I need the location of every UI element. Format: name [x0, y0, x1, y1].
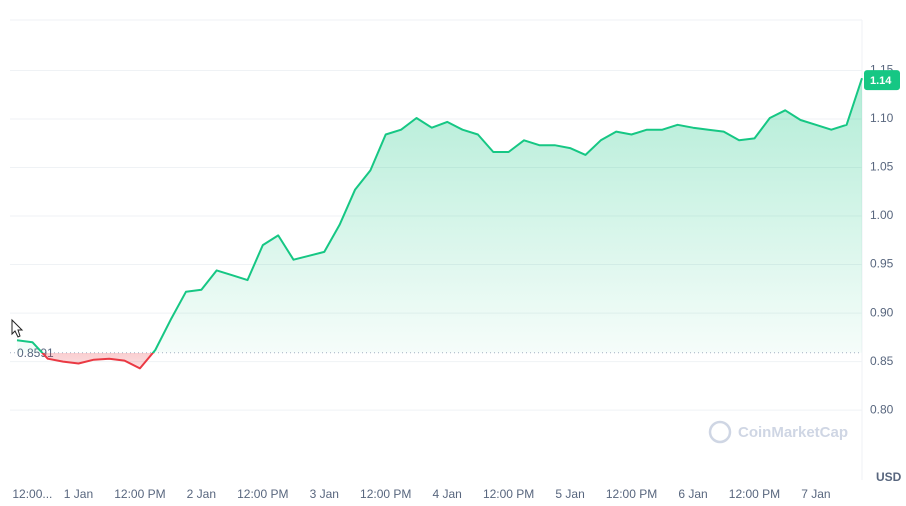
x-tick-label: 12:00 PM — [360, 487, 411, 501]
y-axis-unit: USD — [876, 470, 902, 484]
y-tick-label: 1.10 — [870, 111, 894, 125]
watermark-text: CoinMarketCap — [738, 424, 848, 441]
x-tick-label: 12:00 PM — [729, 487, 780, 501]
y-tick-label: 0.95 — [870, 257, 894, 271]
price-line — [16, 77, 863, 370]
x-tick-label: 4 Jan — [433, 487, 462, 501]
price-area — [17, 78, 862, 369]
x-tick-label: 6 Jan — [678, 487, 707, 501]
x-tick-label: 3 Jan — [310, 487, 339, 501]
y-tick-label: 1.05 — [870, 160, 894, 174]
x-tick-label: 7 Jan — [801, 487, 830, 501]
y-tick-label: 1.00 — [870, 208, 894, 222]
x-tick-label: 12:00... — [12, 487, 52, 501]
x-tick-label: 12:00 PM — [483, 487, 534, 501]
y-tick-label: 0.80 — [870, 402, 894, 416]
x-tick-label: 12:00 PM — [114, 487, 165, 501]
x-tick-label: 12:00 PM — [237, 487, 288, 501]
cursor-icon — [11, 318, 24, 338]
x-tick-label: 1 Jan — [64, 487, 93, 501]
last-price-badge — [864, 70, 900, 91]
watermark: CoinMarketCap — [708, 420, 848, 444]
x-tick-label: 5 Jan — [555, 487, 584, 501]
y-tick-label: 0.85 — [870, 354, 894, 368]
last-price-label: 1.14 — [870, 75, 892, 87]
y-tick-label: 0.90 — [870, 305, 894, 319]
x-tick-label: 2 Jan — [187, 487, 216, 501]
x-tick-label: 12:00 PM — [606, 487, 657, 501]
watermark-logo — [708, 420, 732, 444]
